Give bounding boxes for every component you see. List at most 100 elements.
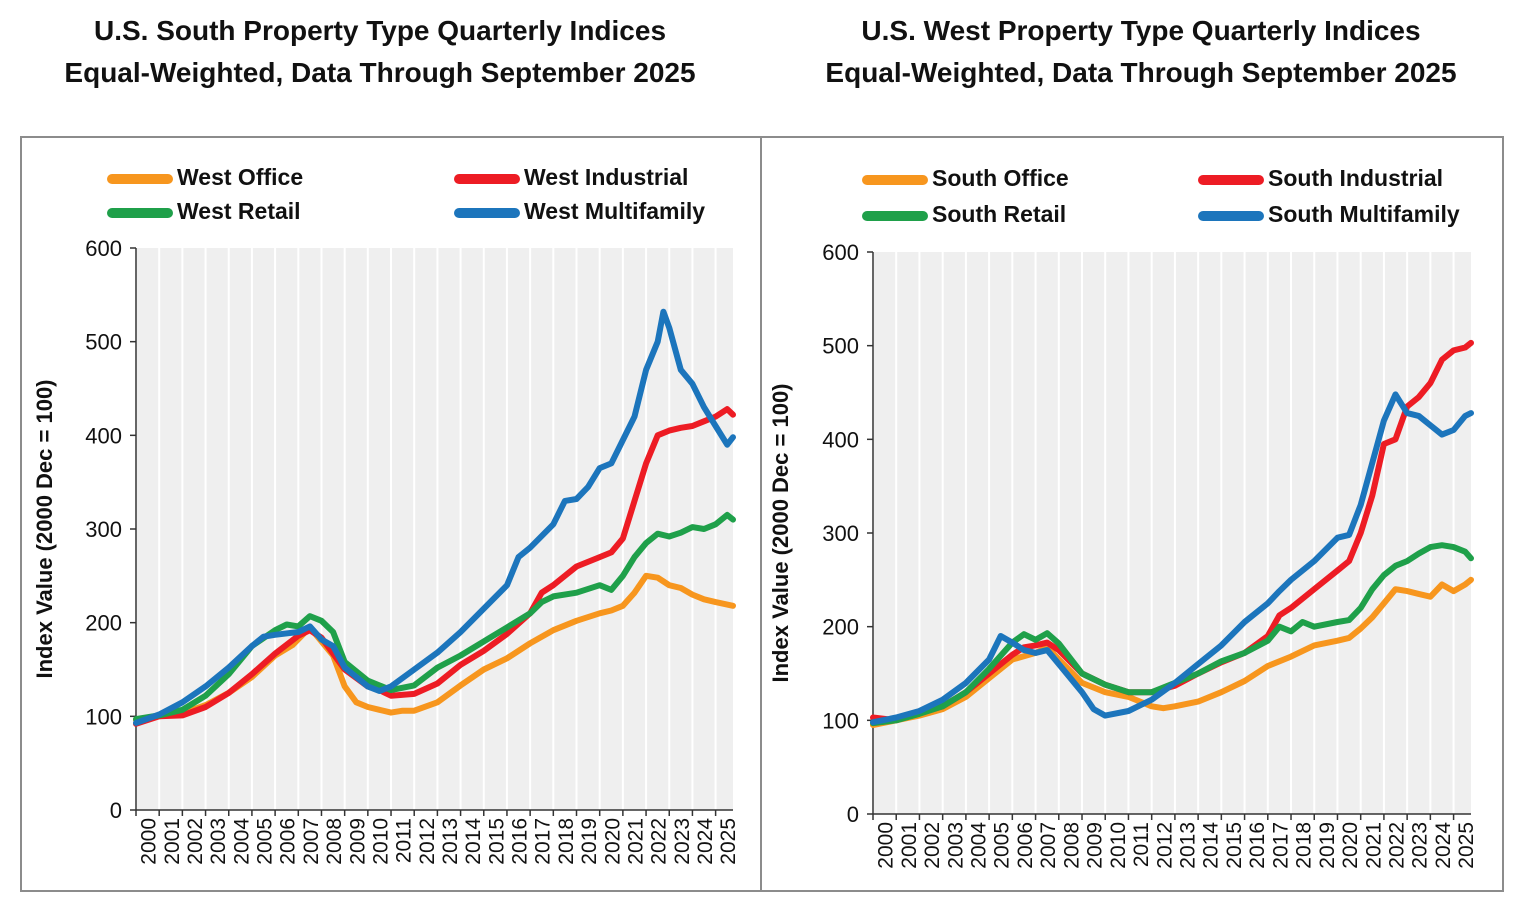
x-tick-label: 2004 — [968, 822, 991, 869]
legend-entry: West Office — [107, 164, 303, 191]
y-tick-label: 200 — [85, 611, 122, 636]
legend-swatch — [454, 207, 520, 218]
series-line-south-office — [870, 576, 1474, 728]
legend-label: South Industrial — [1268, 165, 1444, 191]
y-tick-label: 200 — [822, 615, 859, 640]
x-tick-label: 2013 — [439, 818, 462, 865]
legend-label: West Office — [177, 164, 304, 190]
y-tick-label: 600 — [85, 236, 122, 261]
x-tick-label: 2006 — [277, 818, 300, 865]
y-tick-label: 400 — [85, 423, 122, 448]
series-line-west-multifamily — [133, 308, 736, 726]
legend-swatch — [107, 173, 173, 184]
x-tick-label: 2012 — [416, 818, 439, 865]
plot-area — [873, 252, 1471, 814]
x-tick-label: 2013 — [1177, 822, 1200, 869]
plot-area — [136, 248, 733, 810]
y-tick-label: 100 — [822, 708, 859, 733]
legend-swatch — [454, 173, 520, 184]
x-tick-label: 2025 — [717, 818, 740, 865]
x-tick-label: 2018 — [555, 818, 578, 865]
x-tick-label: 2019 — [1316, 822, 1339, 869]
x-tick-label: 2008 — [323, 818, 346, 865]
x-tick-label: 2001 — [161, 818, 184, 865]
y-axis-label: Index Value (2000 Dec = 100) — [768, 383, 793, 682]
x-tick-label: 2000 — [138, 818, 161, 865]
x-tick-label: 2007 — [300, 818, 323, 865]
chart-subtitle: Equal-Weighted, Data Through September 2… — [825, 57, 1457, 88]
chart-title-right: U.S. West Property Type Quarterly Indice… — [762, 10, 1520, 94]
x-tick-label: 2003 — [207, 818, 230, 865]
x-tick-label: 2005 — [991, 822, 1014, 869]
y-tick-label: 0 — [847, 802, 859, 827]
legend-label: West Industrial — [524, 164, 689, 190]
x-tick-label: 2005 — [254, 818, 277, 865]
x-tick-label: 2017 — [532, 818, 555, 865]
legend-entry: South Industrial — [1198, 165, 1443, 192]
legend-swatch — [862, 210, 928, 221]
chart-title-left: U.S. South Property Type Quarterly Indic… — [0, 10, 760, 94]
x-tick-label: 2011 — [1130, 822, 1153, 867]
x-tick-label: 2021 — [1362, 822, 1385, 869]
chart-subtitle: Equal-Weighted, Data Through September 2… — [64, 57, 696, 88]
x-tick-label: 2025 — [1455, 822, 1478, 869]
x-tick-label: 2014 — [1200, 822, 1223, 869]
x-tick-label: 2022 — [648, 818, 671, 865]
x-tick-label: 2010 — [369, 818, 392, 865]
legend-entry: West Industrial — [454, 164, 688, 191]
y-tick-label: 300 — [85, 517, 122, 542]
x-tick-label: 2020 — [601, 818, 624, 865]
x-tick-label: 2015 — [485, 818, 508, 865]
x-tick-label: 2020 — [1339, 822, 1362, 869]
x-tick-label: 2009 — [1084, 822, 1107, 869]
x-tick-label: 2004 — [230, 818, 253, 865]
x-tick-label: 2017 — [1269, 822, 1292, 869]
legend-label: West Multifamily — [524, 198, 706, 224]
x-tick-label: 2019 — [578, 818, 601, 865]
x-tick-label: 2003 — [944, 822, 967, 869]
legend-label: South Office — [932, 165, 1069, 191]
x-tick-label: 2016 — [1246, 822, 1269, 869]
x-tick-label: 2014 — [462, 818, 485, 865]
series-line-west-industrial — [133, 406, 736, 727]
x-tick-label: 2015 — [1223, 822, 1246, 869]
x-tick-label: 2023 — [1409, 822, 1432, 869]
x-tick-label: 2018 — [1293, 822, 1316, 869]
x-tick-label: 2012 — [1153, 822, 1176, 869]
y-tick-label: 300 — [822, 521, 859, 546]
x-tick-label: 2011 — [393, 818, 416, 863]
legend-swatch — [1198, 174, 1264, 185]
y-tick-label: 500 — [822, 334, 859, 359]
x-tick-label: 2008 — [1060, 822, 1083, 869]
series-line-west-retail — [133, 511, 736, 723]
y-tick-label: 100 — [85, 704, 122, 729]
x-tick-label: 2002 — [184, 818, 207, 865]
legend-label: South Multifamily — [1268, 201, 1460, 227]
legend-entry: West Retail — [107, 198, 301, 225]
legend-label: West Retail — [177, 198, 301, 224]
y-tick-label: 400 — [822, 427, 859, 452]
y-tick-label: 0 — [110, 798, 122, 823]
legend-swatch — [1198, 210, 1264, 221]
x-tick-label: 2007 — [1037, 822, 1060, 869]
x-tick-label: 2024 — [1432, 822, 1455, 869]
chart-title: U.S. South Property Type Quarterly Indic… — [93, 15, 667, 46]
legend-entry: South Retail — [862, 201, 1066, 228]
x-tick-label: 2016 — [509, 818, 532, 865]
y-tick-label: 600 — [822, 240, 859, 265]
y-tick-label: 500 — [85, 330, 122, 355]
legend-swatch — [107, 207, 173, 218]
x-tick-label: 2002 — [921, 822, 944, 869]
legend-swatch — [862, 174, 928, 185]
chart-panel-left: West Office West Industrial West Retail Wes… — [20, 136, 762, 892]
x-tick-label: 2022 — [1386, 822, 1409, 869]
x-tick-label: 2009 — [346, 818, 369, 865]
x-tick-label: 2021 — [624, 818, 647, 865]
x-tick-label: 2010 — [1107, 822, 1130, 869]
x-tick-label: 2000 — [875, 822, 898, 869]
legend-entry: South Multifamily — [1198, 201, 1460, 228]
x-tick-label: 2006 — [1014, 822, 1037, 869]
x-tick-label: 2024 — [694, 818, 717, 865]
